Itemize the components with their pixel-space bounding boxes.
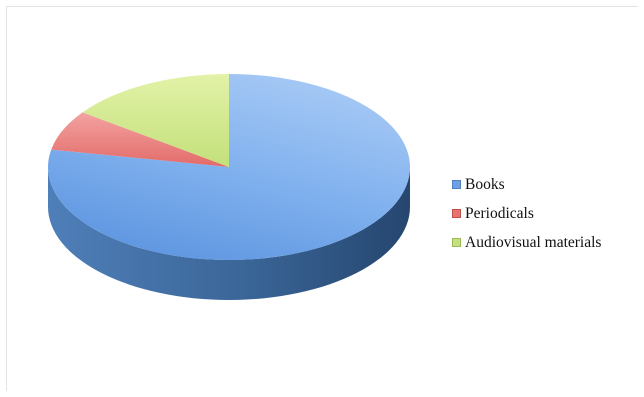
legend-label-periodicals: Periodicals (465, 204, 534, 222)
pie-slice-periodicals (51, 112, 229, 167)
legend-item-periodicals: Periodicals (452, 199, 601, 228)
pie-sides (48, 167, 410, 300)
pie-slices (47, 74, 411, 260)
legend: Books Periodicals Audiovisual materials (452, 170, 601, 257)
legend-swatch-audiovisual-materials (452, 238, 461, 247)
legend-label-audiovisual-materials: Audiovisual materials (465, 233, 602, 251)
legend-item-audiovisual-materials: Audiovisual materials (452, 228, 601, 257)
legend-swatch-books (452, 180, 461, 189)
pie-side-books (48, 167, 410, 300)
legend-swatch-periodicals (452, 209, 461, 218)
pie-slice-audiovisual-materials (82, 74, 229, 167)
chart-frame (6, 6, 638, 391)
pie-slice-books (47, 74, 411, 260)
legend-item-books: Books (452, 170, 601, 199)
legend-label-books: Books (465, 175, 505, 193)
